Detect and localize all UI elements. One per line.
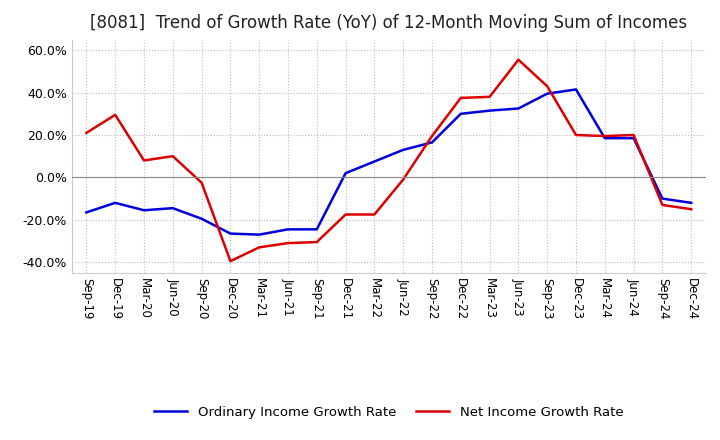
Net Income Growth Rate: [255, 245, 264, 250]
Net Income Growth Rate: [428, 133, 436, 139]
Ordinary Income Growth Rate: [82, 210, 91, 215]
Net Income Growth Rate: [168, 154, 177, 159]
Ordinary Income Growth Rate: [255, 232, 264, 237]
Ordinary Income Growth Rate: [629, 136, 638, 141]
Net Income Growth Rate: [140, 158, 148, 163]
Net Income Growth Rate: [600, 133, 609, 139]
Ordinary Income Growth Rate: [399, 147, 408, 153]
Ordinary Income Growth Rate: [658, 196, 667, 201]
Ordinary Income Growth Rate: [600, 136, 609, 141]
Net Income Growth Rate: [399, 177, 408, 182]
Net Income Growth Rate: [456, 95, 465, 101]
Net Income Growth Rate: [197, 180, 206, 185]
Net Income Growth Rate: [543, 84, 552, 89]
Ordinary Income Growth Rate: [111, 200, 120, 205]
Ordinary Income Growth Rate: [687, 200, 696, 205]
Net Income Growth Rate: [514, 57, 523, 62]
Net Income Growth Rate: [82, 130, 91, 136]
Net Income Growth Rate: [629, 132, 638, 138]
Ordinary Income Growth Rate: [543, 91, 552, 96]
Net Income Growth Rate: [312, 239, 321, 245]
Net Income Growth Rate: [687, 206, 696, 212]
Net Income Growth Rate: [658, 202, 667, 208]
Net Income Growth Rate: [370, 212, 379, 217]
Ordinary Income Growth Rate: [168, 205, 177, 211]
Ordinary Income Growth Rate: [456, 111, 465, 117]
Net Income Growth Rate: [572, 132, 580, 138]
Ordinary Income Growth Rate: [514, 106, 523, 111]
Net Income Growth Rate: [341, 212, 350, 217]
Line: Net Income Growth Rate: Net Income Growth Rate: [86, 60, 691, 261]
Ordinary Income Growth Rate: [197, 216, 206, 221]
Net Income Growth Rate: [485, 94, 494, 99]
Net Income Growth Rate: [226, 258, 235, 264]
Legend: Ordinary Income Growth Rate, Net Income Growth Rate: Ordinary Income Growth Rate, Net Income …: [149, 401, 629, 424]
Title: [8081]  Trend of Growth Rate (YoY) of 12-Month Moving Sum of Incomes: [8081] Trend of Growth Rate (YoY) of 12-…: [90, 15, 688, 33]
Ordinary Income Growth Rate: [312, 227, 321, 232]
Ordinary Income Growth Rate: [428, 140, 436, 145]
Ordinary Income Growth Rate: [140, 208, 148, 213]
Net Income Growth Rate: [111, 112, 120, 117]
Ordinary Income Growth Rate: [341, 171, 350, 176]
Ordinary Income Growth Rate: [226, 231, 235, 236]
Line: Ordinary Income Growth Rate: Ordinary Income Growth Rate: [86, 89, 691, 235]
Net Income Growth Rate: [284, 241, 292, 246]
Ordinary Income Growth Rate: [485, 108, 494, 113]
Ordinary Income Growth Rate: [572, 87, 580, 92]
Ordinary Income Growth Rate: [284, 227, 292, 232]
Ordinary Income Growth Rate: [370, 159, 379, 164]
